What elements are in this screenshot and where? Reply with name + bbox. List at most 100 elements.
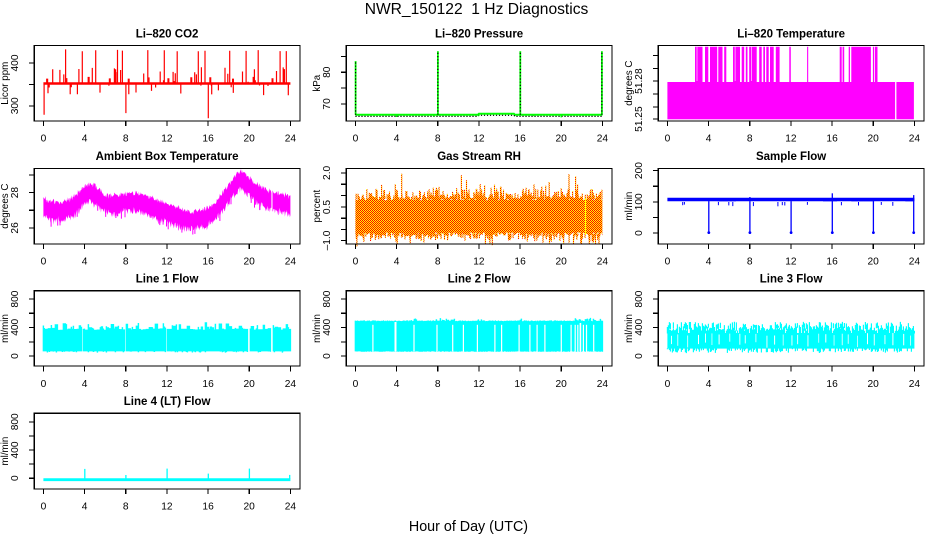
svg-text:12: 12 xyxy=(785,379,797,390)
svg-text:400: 400 xyxy=(10,441,21,458)
svg-text:51.28: 51.28 xyxy=(634,68,645,94)
svg-text:0: 0 xyxy=(634,353,645,359)
svg-text:28: 28 xyxy=(10,187,21,199)
svg-text:8: 8 xyxy=(747,379,753,390)
svg-text:degrees C: degrees C xyxy=(624,61,635,106)
svg-text:20: 20 xyxy=(868,134,880,145)
svg-text:16: 16 xyxy=(514,379,526,390)
svg-text:20: 20 xyxy=(868,257,880,268)
svg-text:0: 0 xyxy=(41,257,47,268)
svg-text:–1.0: –1.0 xyxy=(322,230,333,250)
svg-text:8: 8 xyxy=(435,134,441,145)
svg-text:12: 12 xyxy=(161,257,173,268)
svg-text:Line 4 (LT) Flow: Line 4 (LT) Flow xyxy=(124,396,211,408)
svg-text:12: 12 xyxy=(473,134,485,145)
svg-text:0: 0 xyxy=(353,134,359,145)
svg-text:400: 400 xyxy=(322,318,333,335)
svg-text:16: 16 xyxy=(514,257,526,268)
svg-text:12: 12 xyxy=(785,257,797,268)
svg-text:ml/min: ml/min xyxy=(0,437,11,466)
svg-text:16: 16 xyxy=(202,257,214,268)
svg-text:0: 0 xyxy=(353,257,359,268)
svg-text:800: 800 xyxy=(10,290,21,307)
svg-text:20: 20 xyxy=(556,134,568,145)
svg-text:0.5: 0.5 xyxy=(322,200,333,214)
svg-text:100: 100 xyxy=(634,193,645,210)
svg-text:0: 0 xyxy=(665,257,671,268)
svg-text:Line 1 Flow: Line 1 Flow xyxy=(136,274,199,286)
svg-text:Line 3 Flow: Line 3 Flow xyxy=(760,274,823,286)
svg-text:4: 4 xyxy=(706,379,712,390)
svg-text:Gas Stream RH: Gas Stream RH xyxy=(437,151,521,163)
svg-text:4: 4 xyxy=(82,134,88,145)
svg-text:12: 12 xyxy=(473,257,485,268)
svg-text:8: 8 xyxy=(435,379,441,390)
svg-text:0: 0 xyxy=(10,353,21,359)
svg-text:4: 4 xyxy=(82,257,88,268)
svg-text:4: 4 xyxy=(394,257,400,268)
svg-text:300: 300 xyxy=(10,97,21,114)
svg-text:24: 24 xyxy=(597,379,609,390)
svg-text:NWR_150122 1 Hz Diagnostics: NWR_150122 1 Hz Diagnostics xyxy=(365,1,589,18)
svg-text:Sample Flow: Sample Flow xyxy=(756,151,826,163)
svg-text:Li–820 CO2: Li–820 CO2 xyxy=(136,28,199,40)
svg-text:kPa: kPa xyxy=(312,74,323,91)
svg-text:200: 200 xyxy=(634,162,645,179)
svg-text:0: 0 xyxy=(41,502,47,513)
svg-text:24: 24 xyxy=(285,502,297,513)
svg-text:8: 8 xyxy=(123,257,129,268)
svg-text:400: 400 xyxy=(634,318,645,335)
svg-text:ml/min: ml/min xyxy=(624,192,635,221)
svg-text:4: 4 xyxy=(706,134,712,145)
svg-text:percent: percent xyxy=(312,189,323,222)
svg-text:Hour of Day (UTC): Hour of Day (UTC) xyxy=(409,519,528,535)
svg-text:Line 2 Flow: Line 2 Flow xyxy=(448,274,511,286)
svg-text:16: 16 xyxy=(202,502,214,513)
svg-text:4: 4 xyxy=(82,502,88,513)
svg-text:51.25: 51.25 xyxy=(634,106,645,132)
svg-text:24: 24 xyxy=(909,379,921,390)
svg-text:24: 24 xyxy=(597,134,609,145)
svg-text:0: 0 xyxy=(322,353,333,359)
svg-text:800: 800 xyxy=(10,413,21,430)
svg-text:12: 12 xyxy=(473,379,485,390)
svg-text:20: 20 xyxy=(244,379,256,390)
svg-text:20: 20 xyxy=(244,502,256,513)
svg-text:26: 26 xyxy=(10,222,21,234)
svg-text:12: 12 xyxy=(161,502,173,513)
svg-text:ml/min: ml/min xyxy=(0,314,11,343)
svg-text:12: 12 xyxy=(161,134,173,145)
svg-text:8: 8 xyxy=(123,502,129,513)
svg-text:4: 4 xyxy=(394,379,400,390)
svg-text:4: 4 xyxy=(394,134,400,145)
svg-text:4: 4 xyxy=(706,257,712,268)
svg-text:0: 0 xyxy=(353,379,359,390)
svg-text:12: 12 xyxy=(161,379,173,390)
svg-text:Li–820 Pressure: Li–820 Pressure xyxy=(435,28,523,40)
svg-text:ml/min: ml/min xyxy=(624,314,635,343)
svg-text:16: 16 xyxy=(202,379,214,390)
svg-text:24: 24 xyxy=(285,257,297,268)
svg-text:24: 24 xyxy=(909,257,921,268)
svg-text:Li–820 Temperature: Li–820 Temperature xyxy=(737,28,845,40)
svg-text:16: 16 xyxy=(202,134,214,145)
svg-text:800: 800 xyxy=(322,290,333,307)
svg-text:400: 400 xyxy=(10,54,21,71)
svg-text:16: 16 xyxy=(826,134,838,145)
svg-text:0: 0 xyxy=(10,475,21,481)
svg-text:8: 8 xyxy=(747,257,753,268)
svg-text:0: 0 xyxy=(665,134,671,145)
svg-text:20: 20 xyxy=(868,379,880,390)
svg-text:20: 20 xyxy=(244,134,256,145)
svg-text:8: 8 xyxy=(123,134,129,145)
svg-text:8: 8 xyxy=(435,257,441,268)
svg-text:ml/min: ml/min xyxy=(312,314,323,343)
svg-text:Licor ppm: Licor ppm xyxy=(0,62,11,105)
svg-text:16: 16 xyxy=(826,379,838,390)
svg-text:8: 8 xyxy=(747,134,753,145)
svg-text:400: 400 xyxy=(10,318,21,335)
svg-text:20: 20 xyxy=(244,257,256,268)
svg-text:800: 800 xyxy=(634,290,645,307)
svg-text:8: 8 xyxy=(123,379,129,390)
svg-text:16: 16 xyxy=(826,257,838,268)
